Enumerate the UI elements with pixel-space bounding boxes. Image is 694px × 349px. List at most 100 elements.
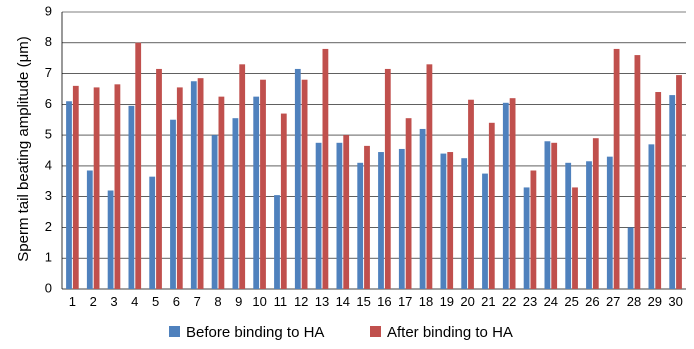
bar-before: [66, 101, 72, 289]
bar-before: [357, 162, 364, 289]
y-tick-label: 0: [45, 280, 52, 295]
bar-after: [551, 142, 558, 289]
bar-before: [586, 161, 592, 289]
bar-after: [592, 138, 599, 289]
legend-swatch-after: [370, 326, 381, 337]
legend-label-after: After binding to HA: [387, 324, 513, 341]
bar-after: [426, 64, 433, 289]
bar-after: [343, 135, 350, 289]
bar-before: [565, 162, 572, 289]
x-tick-label: 7: [194, 294, 201, 309]
bar-before: [440, 153, 447, 289]
bar-after: [405, 118, 412, 289]
bar-before: [232, 118, 239, 289]
bar-before: [107, 190, 114, 289]
x-tick-label: 14: [336, 294, 350, 309]
bar-after: [114, 84, 121, 289]
y-axis-label: Sperm tail beating amplitude (μm): [15, 36, 32, 261]
bar-after: [509, 98, 516, 289]
x-tick-label: 21: [481, 294, 495, 309]
bar-after: [280, 113, 287, 289]
bar-before: [669, 95, 676, 289]
bar-before: [398, 148, 405, 289]
x-tick-label: 15: [356, 294, 370, 309]
x-tick-label: 17: [398, 294, 412, 309]
x-tick-label: 2: [90, 294, 97, 309]
legend-swatch-before: [169, 326, 180, 337]
x-tick-label: 27: [606, 294, 620, 309]
bar-after: [239, 64, 246, 289]
x-tick-label: 26: [585, 294, 599, 309]
x-tick-label: 10: [252, 294, 266, 309]
bar-before: [419, 128, 426, 289]
bar-before: [86, 170, 93, 289]
bar-before: [482, 173, 488, 289]
x-tick-label: 11: [274, 294, 288, 309]
y-tick-label: 6: [45, 96, 52, 111]
gridlines: [61, 11, 686, 290]
bar-after: [384, 68, 391, 289]
y-tick-label: 9: [45, 3, 52, 18]
bar-before: [149, 176, 156, 289]
bar-after: [135, 42, 142, 290]
bar-before: [544, 141, 551, 289]
bar-after: [613, 48, 620, 289]
x-tick-label: 9: [235, 294, 242, 309]
bar-before: [315, 142, 322, 289]
bar-after: [468, 99, 474, 289]
bar-after: [176, 87, 183, 290]
bar-before: [294, 68, 301, 289]
x-tick-label: 8: [214, 294, 221, 309]
bar-before: [170, 119, 176, 289]
x-tick-label: 24: [544, 294, 558, 309]
y-tick-label: 7: [45, 65, 52, 80]
y-tick-label: 2: [45, 219, 52, 234]
x-tick-label: 1: [69, 294, 76, 309]
bar-before: [378, 152, 384, 289]
bar-after: [447, 152, 454, 289]
y-tick-label: 3: [45, 188, 52, 203]
bar-before: [523, 187, 530, 289]
bar-after: [676, 75, 682, 289]
bar-before: [461, 158, 468, 289]
x-tick-label: 12: [294, 294, 308, 309]
x-tick-label: 16: [377, 294, 391, 309]
bar-before: [648, 144, 655, 289]
bar-after: [93, 87, 100, 290]
bar-before: [274, 195, 280, 289]
x-tick-label: 5: [152, 294, 159, 309]
x-tick-label: 29: [648, 294, 662, 309]
x-tick-label: 28: [627, 294, 641, 309]
bar-before: [627, 227, 634, 289]
x-tick-label: 30: [668, 294, 682, 309]
x-tick-label: 3: [110, 294, 117, 309]
bar-after: [488, 122, 495, 289]
bar-before: [606, 156, 613, 289]
bar-after: [364, 145, 370, 289]
bar-before: [190, 81, 197, 289]
x-tick-label: 13: [315, 294, 329, 309]
bar-after: [634, 55, 641, 289]
y-tick-label: 1: [45, 250, 52, 265]
bar-after: [72, 85, 79, 289]
bar-before: [502, 102, 509, 290]
x-tick-label: 20: [460, 294, 474, 309]
bar-before: [211, 135, 218, 289]
bar-before: [336, 142, 343, 289]
legend: Before binding to HA After binding to HA: [169, 324, 513, 341]
bar-after: [197, 78, 204, 289]
y-tick-label: 5: [45, 127, 52, 142]
x-tick-label: 18: [419, 294, 433, 309]
x-tick-label: 6: [173, 294, 180, 309]
y-tick-label: 4: [45, 157, 52, 172]
bar-after: [530, 170, 537, 289]
bar-after: [572, 187, 578, 289]
bar-after: [260, 79, 266, 289]
y-tick-label: 8: [45, 34, 52, 49]
bar-after: [322, 48, 329, 289]
x-axis-ticks: 1 2 3 4 5 6 7 8 9 10 11 12 13 14 15 16 17 18 19 20 21 22 23 24 2…: [69, 294, 683, 309]
bar-after: [655, 92, 662, 290]
bar-before: [253, 96, 260, 289]
x-tick-label: 19: [440, 294, 454, 309]
